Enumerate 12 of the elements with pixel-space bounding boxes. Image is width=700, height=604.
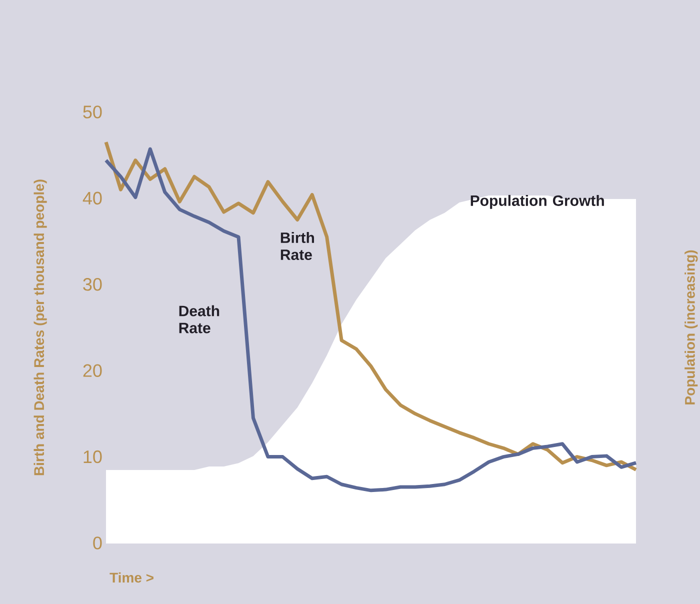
y-tick-label: 40 bbox=[82, 192, 102, 205]
y-axis-title: Birth and Death Rates (per thousand people) bbox=[34, 180, 47, 476]
x-axis-title: Time > bbox=[110, 572, 154, 583]
series-label: Birth Rate bbox=[280, 232, 314, 260]
y-tick-label: 10 bbox=[84, 450, 102, 464]
y-tick-label: 30 bbox=[83, 278, 102, 291]
y-tick-label: 20 bbox=[83, 364, 102, 377]
series-label: Death Rate bbox=[179, 305, 220, 334]
series-label: Population Growth bbox=[470, 194, 604, 209]
y-axis-title: Population (increasing) bbox=[684, 250, 698, 404]
y-tick-label: 0 bbox=[93, 536, 102, 550]
y-tick-label: 50 bbox=[83, 106, 102, 118]
